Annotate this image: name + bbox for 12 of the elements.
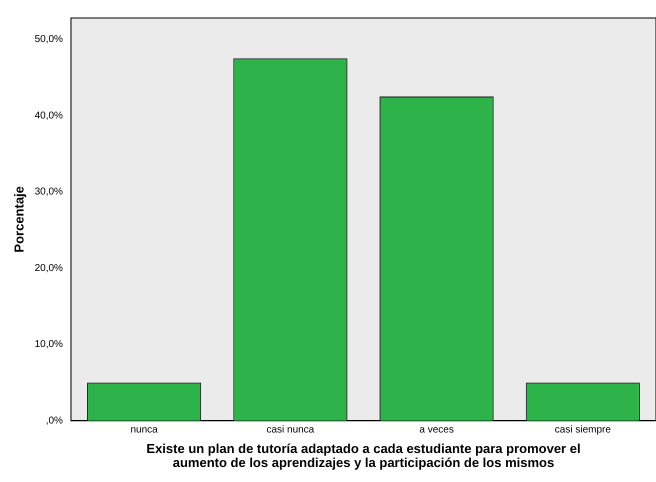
y-tick-label: 10,0% [34, 339, 64, 350]
y-tick-label: 50,0% [34, 34, 64, 46]
y-tick-label: ,0% [46, 415, 64, 426]
x-tick-label: nunca [130, 424, 158, 436]
y-tick-label: 20,0% [34, 262, 64, 274]
x-tick-label: casi siempre [554, 424, 612, 436]
x-tick-label: a veces [419, 424, 454, 436]
y-axis-title: Porcentaje [11, 186, 26, 253]
y-tick-label: 40,0% [34, 110, 64, 122]
y-tick-label: 30,0% [34, 186, 64, 198]
x-tick-label: casi nunca [266, 424, 315, 436]
x-axis-title: Existe un plan de tutoría adaptado a cada estudiante para promover el aumento de los aprendizajes y la participación de los mismos [146, 441, 581, 470]
